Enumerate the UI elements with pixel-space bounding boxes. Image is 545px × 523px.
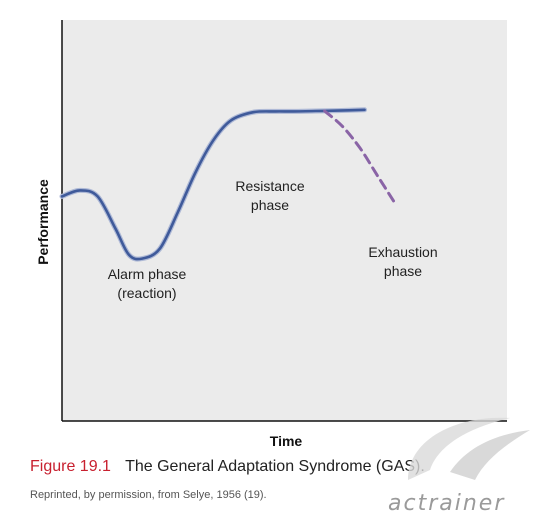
performance-curve (60, 108, 366, 261)
annotation-exhaustion-line-1: Exhaustion (368, 244, 437, 260)
series-layer (59, 107, 398, 262)
annotation-alarm-line-2: (reaction) (117, 285, 176, 301)
caption-text: The General Adaptation Syndrome (GAS). (125, 458, 425, 475)
annotation-exhaustion-line-2: phase (384, 263, 422, 279)
actrainer-watermark-logo: actrainer (388, 417, 530, 516)
plot-area (62, 20, 507, 421)
annotation-alarm-line-1: Alarm phase (108, 266, 187, 282)
figure-number: Figure 19.1 (30, 458, 111, 475)
annotation-resistance-line-2: phase (251, 197, 289, 213)
watermark-text: actrainer (388, 491, 505, 516)
annotation-resistance-line-1: Resistance (235, 178, 304, 194)
exhaustion-curve (323, 109, 398, 206)
y-axis-label: Performance (35, 179, 51, 265)
credit-line: Reprinted, by permission, from Selye, 19… (30, 489, 267, 501)
figure-caption: Figure 19.1 The General Adaptation Syndr… (30, 458, 425, 476)
x-axis-label: Time (270, 433, 303, 449)
